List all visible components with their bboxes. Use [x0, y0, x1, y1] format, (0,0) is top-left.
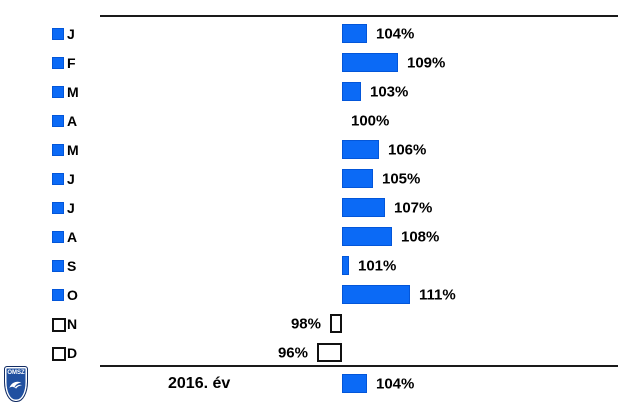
value-bar: [342, 140, 379, 159]
month-label: D: [67, 344, 78, 361]
value-bar: [342, 82, 361, 101]
value-bar: [317, 343, 342, 362]
month-row-5: M 106%: [0, 135, 640, 164]
year-separator-rule: [100, 365, 618, 367]
value-label: 104%: [376, 25, 415, 42]
top-axis-rule: [100, 15, 618, 17]
filled-square-icon: [52, 231, 64, 243]
value-label: 105%: [382, 170, 421, 187]
filled-square-icon: [52, 260, 64, 272]
value-bar: [342, 227, 392, 246]
month-row-2: F 109%: [0, 48, 640, 77]
value-bar: [342, 198, 385, 217]
month-row-11: N 98%: [0, 309, 640, 338]
value-label: 106%: [388, 141, 427, 158]
value-bar: [330, 314, 342, 333]
value-bar: [342, 24, 367, 43]
month-row-7: J 107%: [0, 193, 640, 222]
month-label: J: [67, 25, 75, 42]
value-label: 109%: [407, 54, 446, 71]
value-label: 100%: [351, 112, 390, 129]
value-bar: [342, 285, 410, 304]
year-summary-row: 2016. év 104%: [0, 368, 640, 400]
month-row-8: A 108%: [0, 222, 640, 251]
filled-square-icon: [52, 57, 64, 69]
value-label: 101%: [358, 257, 397, 274]
filled-square-icon: [52, 202, 64, 214]
filled-square-icon: [52, 173, 64, 185]
month-label: J: [67, 170, 75, 187]
month-label: M: [67, 141, 79, 158]
month-label: J: [67, 199, 75, 216]
omsz-logo: OMSZ: [4, 366, 28, 402]
year-value-bar: [342, 374, 367, 393]
filled-square-icon: [52, 115, 64, 127]
month-label: A: [67, 112, 78, 129]
value-bar: [342, 256, 349, 275]
filled-square-icon: [52, 289, 64, 301]
filled-square-icon: [52, 86, 64, 98]
filled-square-icon: [52, 144, 64, 156]
year-value-label: 104%: [376, 375, 415, 393]
month-label: M: [67, 83, 79, 100]
month-row-4: A 100%: [0, 106, 640, 135]
month-row-6: J 105%: [0, 164, 640, 193]
value-label: 108%: [401, 228, 440, 245]
month-label: O: [67, 286, 78, 303]
value-label: 111%: [419, 286, 456, 303]
filled-square-icon: [52, 28, 64, 40]
month-label: F: [67, 54, 76, 71]
month-row-10: O 111%: [0, 280, 640, 309]
value-bar: [342, 169, 373, 188]
month-row-1: J 104%: [0, 19, 640, 48]
omsz-logo-text: OMSZ: [7, 370, 25, 376]
month-row-9: S 101%: [0, 251, 640, 280]
month-label: A: [67, 228, 78, 245]
hollow-square-icon: [52, 347, 66, 361]
value-label: 107%: [394, 199, 433, 216]
month-label: S: [67, 257, 77, 274]
year-label: 2016. év: [168, 375, 231, 392]
value-label: 96%: [277, 344, 308, 361]
value-label: 98%: [290, 315, 321, 332]
month-row-12: D 96%: [0, 338, 640, 367]
month-row-3: M 103%: [0, 77, 640, 106]
wave-bird-icon: [9, 381, 22, 389]
value-bar: [342, 53, 398, 72]
value-label: 103%: [370, 83, 409, 100]
hollow-square-icon: [52, 318, 66, 332]
month-label: N: [67, 315, 78, 332]
